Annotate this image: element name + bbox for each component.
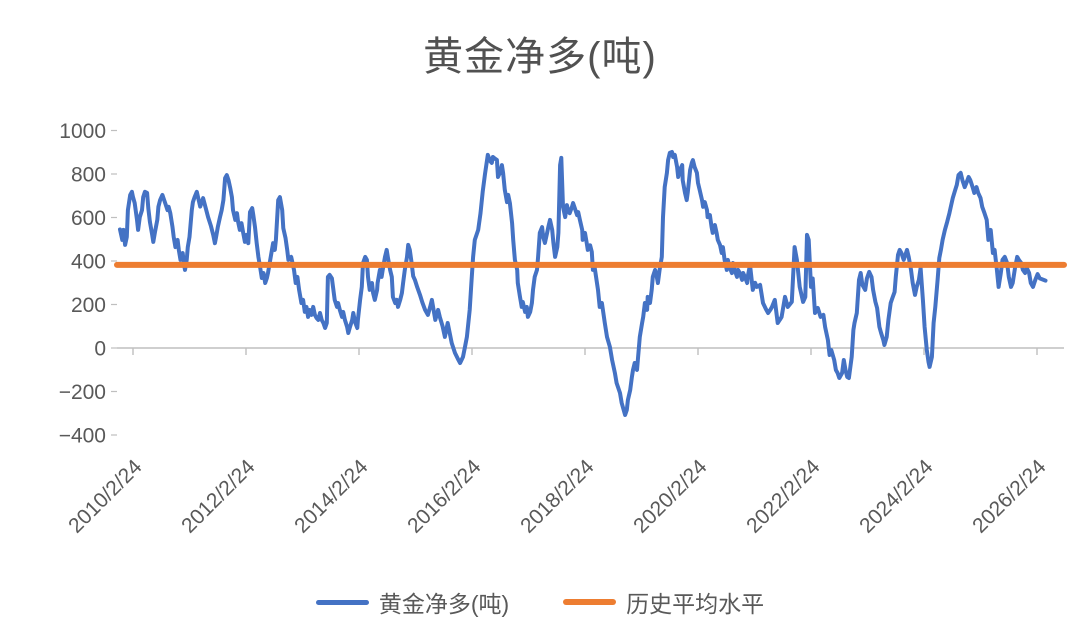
x-tick-label: 2020/2/24	[629, 455, 712, 538]
x-tick-label: 2018/2/24	[516, 455, 599, 538]
x-tick-label: 2016/2/24	[403, 455, 486, 538]
x-tick-label: 2010/2/24	[64, 455, 147, 538]
y-tick-label: 0	[94, 338, 106, 361]
legend-label-average: 历史平均水平	[626, 591, 765, 617]
chart-title: 黄金净多(吨)	[423, 35, 657, 79]
y-tick-label: 200	[71, 294, 106, 317]
x-tick-label: 2026/2/24	[968, 455, 1051, 538]
y-tick-label: −200	[59, 381, 106, 404]
legend-item-net-long: 黄金净多(吨)	[315, 585, 510, 619]
y-tick-label: 600	[71, 207, 106, 230]
x-tick-label: 2022/2/24	[742, 455, 825, 538]
legend-item-average: 历史平均水平	[563, 585, 764, 619]
y-tick-label: 400	[71, 251, 106, 274]
x-tick-label: 2014/2/24	[290, 455, 373, 538]
x-tick-label: 2012/2/24	[177, 455, 260, 538]
x-tick-label: 2024/2/24	[855, 455, 938, 538]
blue-line-swatch	[315, 599, 369, 605]
orange-line-swatch	[563, 599, 617, 605]
chart-legend: 黄金净多(吨) 历史平均水平	[0, 585, 1080, 619]
legend-label-net-long: 黄金净多(吨)	[378, 591, 510, 617]
y-tick-label: 800	[71, 164, 106, 187]
y-tick-label: 1000	[59, 120, 106, 143]
series-net-long-line	[118, 150, 1048, 417]
y-tick-label: −400	[59, 425, 106, 448]
